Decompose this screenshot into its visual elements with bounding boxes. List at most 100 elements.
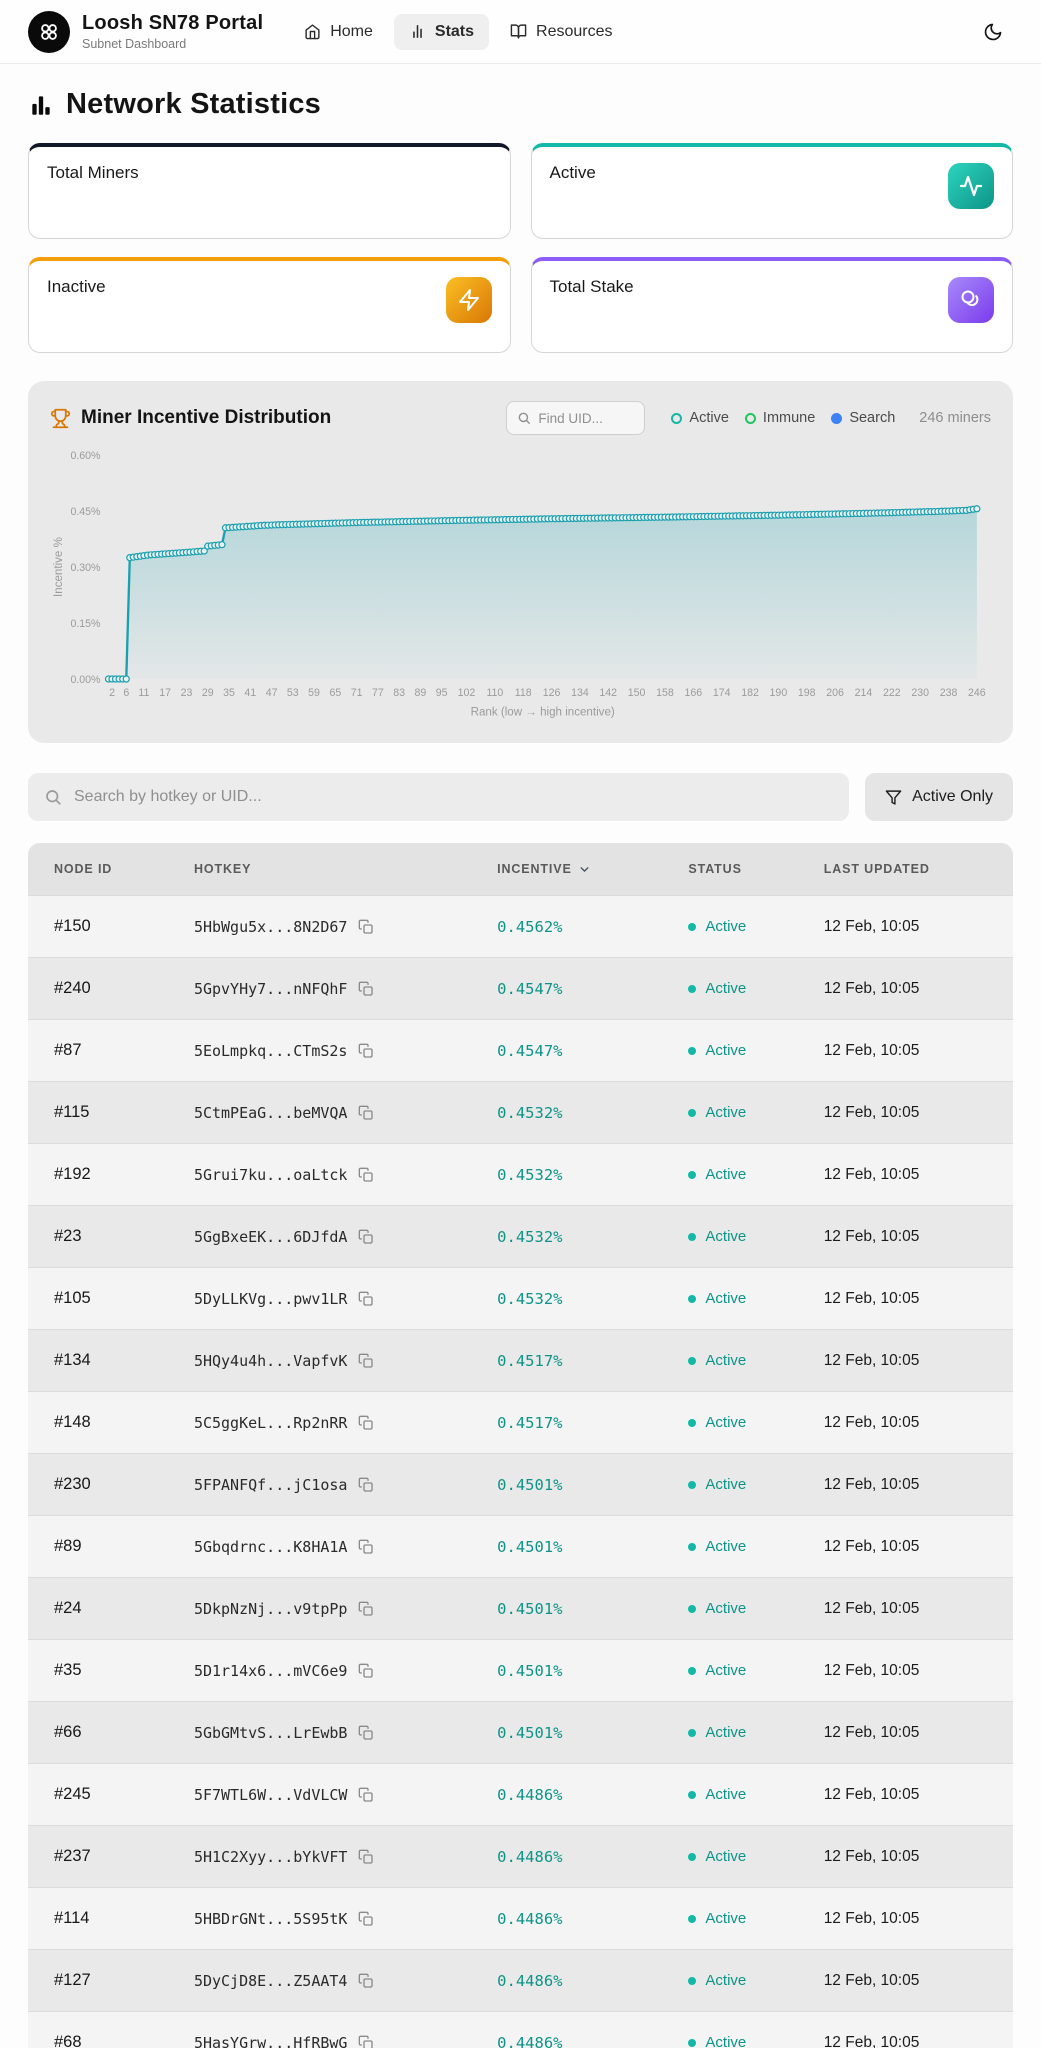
table-row[interactable]: #237 5H1C2Xyy...bYkVFT 0.4486% Active 12 Feb… <box>28 1825 1013 1888</box>
col-incentive[interactable]: Incentive <box>497 862 688 876</box>
table-row[interactable]: #127 5DyCjD8E...Z5AAT4 0.4486% Active 12 Feb… <box>28 1949 1013 2012</box>
status-badge: Active <box>688 1476 823 1493</box>
last-updated: 12 Feb, 10:05 <box>823 1847 920 1865</box>
hotkey-cell: 5HasYGrw...HfRBwG <box>194 2034 497 2048</box>
node-id: #114 <box>54 1909 90 1928</box>
table-row[interactable]: #148 5C5ggKeL...Rp2nRR 0.4517% Active 12 Feb… <box>28 1391 1013 1454</box>
search-input[interactable] <box>74 788 834 807</box>
copy-hotkey-button[interactable] <box>358 919 374 935</box>
copy-hotkey-button[interactable] <box>358 1291 374 1307</box>
hotkey: 5D1r14x6...mVC6e9 <box>193 1661 348 1680</box>
svg-text:214: 214 <box>855 687 873 699</box>
node-id: #134 <box>54 1351 91 1370</box>
svg-text:150: 150 <box>628 687 646 699</box>
node-id: #105 <box>54 1289 91 1308</box>
incentive-value: 0.4532% <box>497 1289 563 1308</box>
table-header: Node ID Hotkey Incentive Status Last Upd… <box>28 843 1013 896</box>
find-uid-box <box>506 401 646 435</box>
col-status: Status <box>688 862 742 877</box>
svg-text:246: 246 <box>968 687 986 699</box>
legend-immune[interactable]: Immune <box>744 410 815 426</box>
nav-stats[interactable]: Stats <box>393 13 490 50</box>
table-row[interactable]: #68 5HasYGrw...HfRBwG 0.4486% Active 12 Feb,… <box>28 2011 1013 2048</box>
copy-hotkey-button[interactable] <box>358 1477 374 1493</box>
table-row[interactable]: #66 5GbGMtvS...LrEwbB 0.4501% Active 12 Feb,… <box>28 1701 1013 1764</box>
table-row[interactable]: #87 5EoLmpkq...CTmS2s 0.4547% Active 12 Feb,… <box>28 1019 1013 1082</box>
table-row[interactable]: #89 5Gbqdrnc...K8HA1A 0.4501% Active 12 Feb,… <box>28 1515 1013 1578</box>
page-head: Network Statistics <box>28 88 1013 121</box>
table-row[interactable]: #35 5D1r14x6...mVC6e9 0.4501% Active 12 Feb,… <box>28 1639 1013 1702</box>
table-row[interactable]: #23 5GgBxeEK...6DJfdA 0.4532% Active 12 Feb,… <box>28 1205 1013 1268</box>
table-row[interactable]: #115 5CtmPEaG...beMVQA 0.4532% Active 12 Feb… <box>28 1081 1013 1144</box>
theme-toggle-button[interactable] <box>973 12 1013 52</box>
legend-active[interactable]: Active <box>671 410 729 426</box>
brand[interactable]: Loosh SN78 Portal Subnet Dashboard <box>28 10 263 53</box>
col-last-updated: Last Updated <box>823 862 930 877</box>
last-updated: 12 Feb, 10:05 <box>823 1103 920 1121</box>
hotkey: 5Gbqdrnc...K8HA1A <box>193 1537 348 1556</box>
nav-stats-label: Stats <box>434 22 475 40</box>
copy-hotkey-button[interactable] <box>358 2035 374 2048</box>
copy-icon <box>359 2035 374 2048</box>
copy-hotkey-button[interactable] <box>358 1973 374 1989</box>
node-id: #127 <box>54 1971 91 1990</box>
table-row[interactable]: #230 5FPANFQf...jC1osa 0.4501% Active 12 Feb… <box>28 1453 1013 1516</box>
hotkey-cell: 5DkpNzNj...v9tpPp <box>194 1600 497 1618</box>
panel-title: Miner Incentive Distribution <box>81 407 332 428</box>
last-updated: 12 Feb, 10:05 <box>823 1971 920 1989</box>
nav-resources-label: Resources <box>536 22 613 40</box>
table-row[interactable]: #105 5DyLLKVg...pwv1LR 0.4532% Active 12 Feb… <box>28 1267 1013 1330</box>
svg-text:77: 77 <box>372 687 384 699</box>
copy-icon <box>359 1415 374 1430</box>
incentive-value: 0.4501% <box>497 1537 563 1556</box>
status-dot <box>688 1666 697 1675</box>
status-badge: Active <box>688 1228 823 1245</box>
legend-search[interactable]: Search <box>831 410 895 426</box>
copy-hotkey-button[interactable] <box>358 1849 374 1865</box>
status-badge: Active <box>688 1166 823 1183</box>
copy-hotkey-button[interactable] <box>358 981 374 997</box>
copy-hotkey-button[interactable] <box>358 1415 374 1431</box>
page-title: Network Statistics <box>66 88 322 120</box>
copy-hotkey-button[interactable] <box>358 1725 374 1741</box>
copy-hotkey-button[interactable] <box>358 1787 374 1803</box>
svg-text:142: 142 <box>599 687 617 699</box>
copy-hotkey-button[interactable] <box>358 1043 374 1059</box>
last-updated: 12 Feb, 10:05 <box>823 1661 920 1679</box>
hotkey: 5DyCjD8E...Z5AAT4 <box>193 1971 348 1990</box>
svg-text:222: 222 <box>883 687 901 699</box>
table-row[interactable]: #114 5HBDrGNt...5S95tK 0.4486% Active 12 Feb… <box>28 1887 1013 1950</box>
copy-hotkey-button[interactable] <box>358 1105 374 1121</box>
copy-hotkey-button[interactable] <box>358 1539 374 1555</box>
incentive-chart[interactable]: 0.00% 0.15% 0.30% 0.45% 0.60% 2 6 11 17 23 29 35 41 4… <box>50 443 991 725</box>
nav-home[interactable]: Home <box>289 14 388 50</box>
hotkey: 5HasYGrw...HfRBwG <box>193 2033 348 2048</box>
copy-hotkey-button[interactable] <box>358 1353 374 1369</box>
table-row[interactable]: #240 5GpvYHy7...nNFQhF 0.4547% Active 12 Feb… <box>28 957 1013 1020</box>
status-badge: Active <box>688 918 823 935</box>
status-badge: Active <box>688 1600 823 1617</box>
copy-hotkey-button[interactable] <box>358 1167 374 1183</box>
svg-text:166: 166 <box>685 687 703 699</box>
table-row[interactable]: #192 5Grui7ku...oaLtck 0.4532% Active 12 Feb… <box>28 1143 1013 1206</box>
copy-hotkey-button[interactable] <box>358 1601 374 1617</box>
copy-hotkey-button[interactable] <box>358 1663 374 1679</box>
status-dot <box>688 1480 697 1489</box>
nav-resources[interactable]: Resources <box>495 14 627 50</box>
last-updated: 12 Feb, 10:05 <box>823 1785 920 1803</box>
incentive-value: 0.4486% <box>497 1785 563 1804</box>
find-uid-input[interactable] <box>538 410 635 426</box>
copy-hotkey-button[interactable] <box>358 1911 374 1927</box>
table-row[interactable]: #150 5HbWgu5x...8N2D67 0.4562% Active 12 Feb… <box>28 895 1013 958</box>
node-id: #35 <box>54 1661 82 1680</box>
svg-text:65: 65 <box>329 687 341 699</box>
table-row[interactable]: #134 5HQy4u4h...VapfvK 0.4517% Active 12 Feb… <box>28 1329 1013 1392</box>
status-badge: Active <box>688 1290 823 1307</box>
table-row[interactable]: #24 5DkpNzNj...v9tpPp 0.4501% Active 12 Feb,… <box>28 1577 1013 1640</box>
table-row[interactable]: #245 5F7WTL6W...VdVLCW 0.4486% Active 12 Feb… <box>28 1763 1013 1826</box>
last-updated: 12 Feb, 10:05 <box>823 1599 920 1617</box>
copy-hotkey-button[interactable] <box>358 1229 374 1245</box>
active-only-filter-button[interactable]: Active Only <box>865 773 1013 822</box>
last-updated: 12 Feb, 10:05 <box>823 1351 920 1369</box>
hotkey: 5DyLLKVg...pwv1LR <box>193 1289 348 1308</box>
